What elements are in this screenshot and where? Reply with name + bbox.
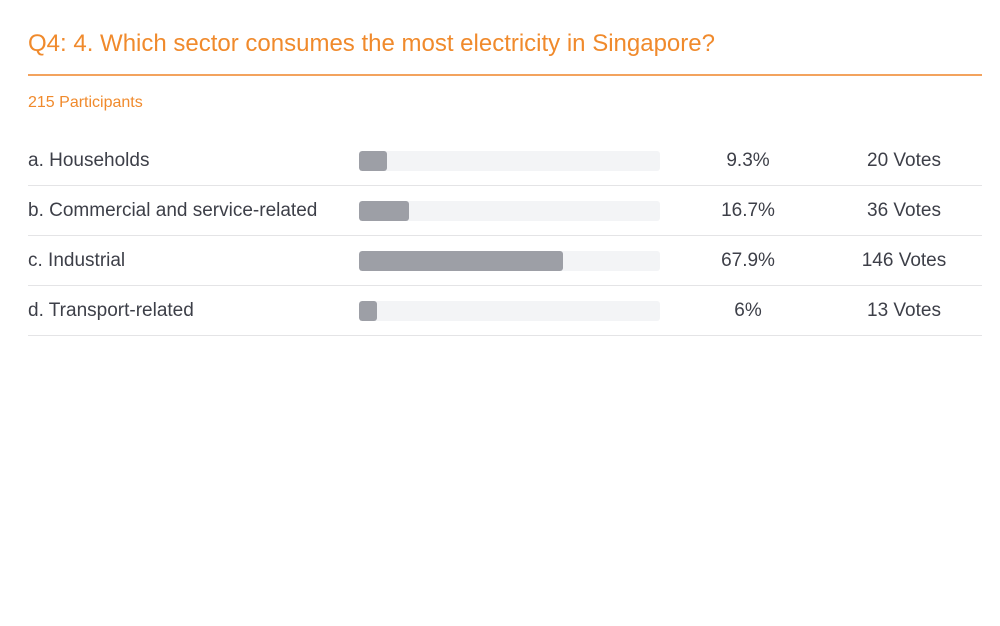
participants-count: 215 Participants [28,94,143,111]
bar-track [359,251,660,271]
bar-fill [359,301,378,321]
bar-fill [359,151,387,171]
percent-label: 16.7% [721,200,775,221]
result-row: c. Industrial 67.9% 146 Votes [28,236,982,286]
percent-label: 6% [734,300,762,321]
votes-label: 20 Votes [867,150,941,171]
percent-label: 67.9% [721,250,775,271]
poll-results: a. Households 9.3% 20 Votes b. Commercial a… [28,136,982,336]
votes-label: 146 Votes [861,250,947,271]
option-label: d. Transport-related [28,300,194,321]
votes-label: 36 Votes [867,200,941,221]
result-row: a. Households 9.3% 20 Votes [28,136,982,186]
option-label: a. Households [28,150,150,171]
bar-fill [359,251,564,271]
bar-fill [359,201,410,221]
title-divider [28,74,982,76]
result-row: d. Transport-related 6% 13 Votes [28,286,982,336]
result-row: b. Commercial and service-related 16.7% 36… [28,186,982,236]
question-title: Q4: 4. Which sector consumes the most el… [28,30,715,57]
option-label: c. Industrial [28,250,126,271]
option-label: b. Commercial and service-related [28,200,318,221]
bar-track [359,151,660,171]
bar-track [359,301,660,321]
votes-label: 13 Votes [867,300,941,321]
percent-label: 9.3% [726,150,770,171]
bar-track [359,201,660,221]
